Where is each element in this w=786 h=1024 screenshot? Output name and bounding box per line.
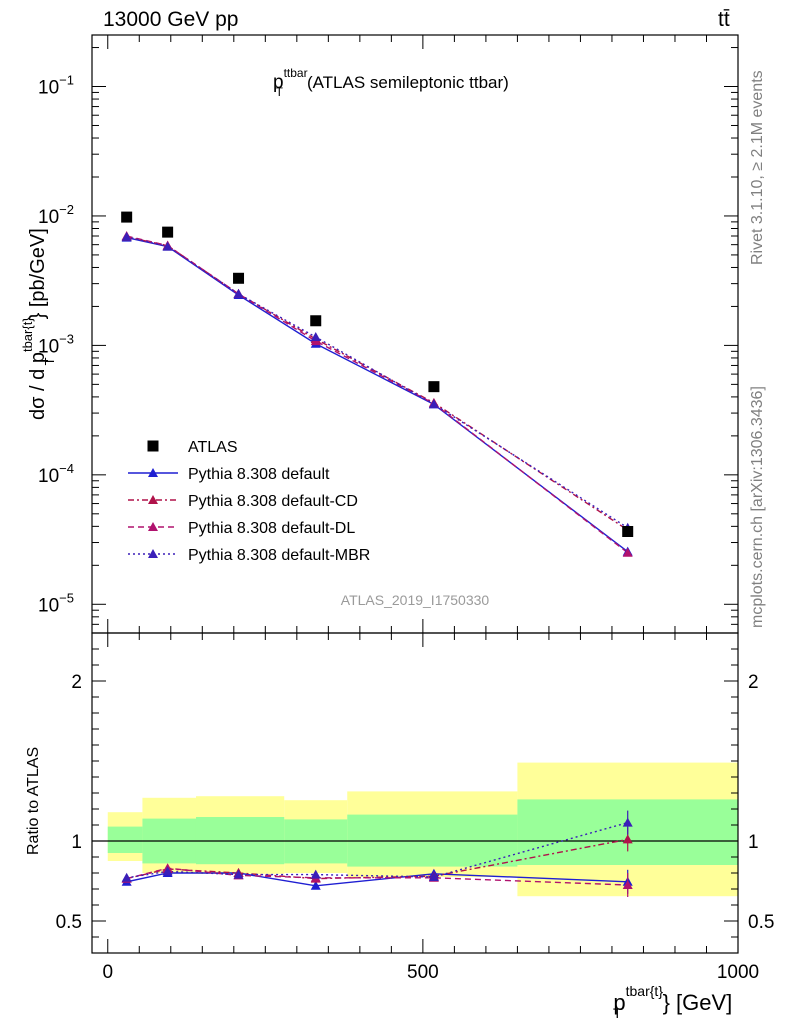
process-label: tt̄ bbox=[718, 8, 730, 31]
main-panel: 10−1 10−2 10−3 10−4 10−5 ATLAS_2019_I1750330… bbox=[20, 34, 739, 634]
watermark: ATLAS_2019_I1750330 bbox=[341, 592, 490, 608]
ratio-series-point bbox=[233, 869, 244, 879]
legend-label: ATLAS bbox=[188, 439, 238, 456]
ratio-y-axis-label: Ratio to ATLAS bbox=[25, 747, 42, 855]
ratio-y-tick-label-right: 0.5 bbox=[748, 912, 774, 933]
y-tick-label: 10−1 bbox=[38, 73, 74, 99]
legend-marker bbox=[148, 495, 158, 504]
ratio-series-point bbox=[622, 834, 633, 844]
legend-marker-data bbox=[147, 440, 159, 452]
y-tick-label: 10−5 bbox=[38, 590, 74, 616]
series-point bbox=[428, 399, 439, 409]
ratio-y-tick-label: 0.5 bbox=[56, 912, 82, 933]
series-point bbox=[233, 288, 244, 298]
series-point bbox=[622, 547, 633, 557]
ratio-series-point bbox=[310, 869, 321, 879]
legend-label: Pythia 8.308 default-CD bbox=[188, 493, 358, 510]
ratio-series-point bbox=[121, 872, 132, 882]
main-frame bbox=[91, 34, 739, 634]
x-axis-label: ptbar{t} T} [GeV] bbox=[613, 983, 732, 1021]
ratio-series-line bbox=[126, 821, 628, 879]
y-tick-label: 10−3 bbox=[38, 331, 74, 357]
y-tick-label: 10−2 bbox=[38, 202, 74, 228]
series-point bbox=[162, 241, 173, 251]
uncertainty-band-inner bbox=[107, 826, 143, 853]
data-point bbox=[310, 315, 322, 327]
series-line bbox=[126, 235, 629, 554]
ratio-y-tick-label: 2 bbox=[71, 672, 82, 693]
rivet-label: Rivet 3.1.10, ≥ 2.1M events bbox=[749, 70, 766, 265]
legend-marker bbox=[148, 522, 158, 531]
legend-marker bbox=[148, 468, 158, 477]
ratio-series-point bbox=[162, 866, 173, 876]
ratio-series-line bbox=[126, 867, 628, 886]
x-tick-label: 0 bbox=[102, 962, 113, 983]
data-point bbox=[428, 381, 440, 393]
data-point bbox=[121, 211, 133, 223]
data-point bbox=[622, 525, 634, 537]
ratio-y-tick-label-right: 2 bbox=[748, 672, 759, 693]
y-tick-label: 10−4 bbox=[38, 461, 74, 487]
series-point bbox=[310, 332, 321, 342]
y-axis-label: dσ / d ptbar{t}T} [pb/GeV] bbox=[20, 228, 57, 420]
ratio-y-tick-label-right: 1 bbox=[748, 832, 759, 853]
plot-title: pttbar T (ATLAS semileptonic ttbar) bbox=[273, 66, 509, 99]
energy-label: 13000 GeV pp bbox=[103, 8, 238, 31]
x-tick-label: 1000 bbox=[717, 962, 759, 983]
ratio-panel: 0 500 1000 2 2 1 1 0.5 0.5 Ratio to ATLAS ptbar{… bbox=[25, 632, 774, 1021]
data-point bbox=[162, 226, 174, 238]
legend-marker bbox=[148, 549, 158, 558]
ratio-y-tick-label: 1 bbox=[71, 832, 82, 853]
series-point bbox=[121, 231, 132, 241]
series-line bbox=[126, 236, 629, 529]
ratio-series-point bbox=[310, 880, 321, 890]
ratio-series-point bbox=[622, 817, 633, 827]
ratio-series-line bbox=[126, 838, 628, 880]
mcplots-label: mcplots.cern.ch [arXiv:1306.3436] bbox=[749, 386, 766, 628]
data-point bbox=[233, 272, 245, 284]
legend-label: Pythia 8.308 default-MBR bbox=[188, 547, 370, 564]
legend: ATLAS Pythia 8.308 default Pythia 8.308 de… bbox=[128, 439, 370, 564]
legend-label: Pythia 8.308 default-DL bbox=[188, 520, 355, 537]
series-line bbox=[126, 236, 629, 531]
legend-label: Pythia 8.308 default bbox=[188, 466, 330, 483]
ratio-series-point bbox=[428, 872, 439, 881]
x-tick-label: 500 bbox=[407, 962, 439, 983]
ratio-series-point bbox=[622, 880, 633, 889]
ratio-series-line bbox=[126, 872, 628, 887]
